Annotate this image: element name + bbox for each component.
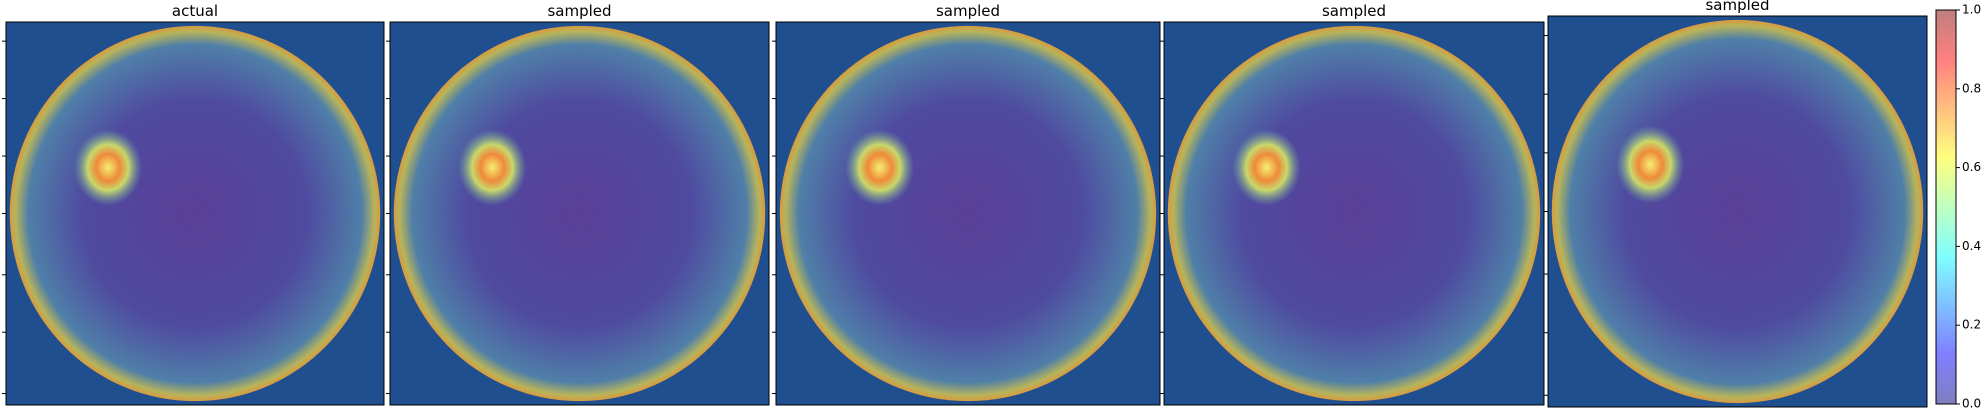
colorbar [1935,9,1957,405]
colorbar-tick-label: 0.6 [1962,160,1981,174]
colorbar-tick-label: 1.0 [1962,3,1981,17]
heatmap-disc [779,25,1157,402]
hot-spot [458,129,527,206]
heatmap-disc [9,25,381,402]
panel-title: sampled [936,2,1000,20]
colorbar-tick-label: 0.0 [1962,397,1981,411]
panel-title: sampled [1322,2,1386,20]
hot-spot [74,129,143,206]
colorbar-tick-label: 0.4 [1962,239,1981,253]
colorbar-tick-label: 0.2 [1962,318,1981,332]
hot-spot [845,129,915,206]
heatmap-disc [1551,19,1924,404]
colorbar-tick-label: 0.8 [1962,81,1981,95]
hot-spot [1616,125,1685,204]
panel-title: actual [172,2,218,20]
hot-spot [1232,129,1301,206]
panel-title: sampled [547,2,611,20]
heatmap-disc [1167,25,1541,402]
heatmap-disc [393,25,766,402]
panel-title: sampled [1705,0,1769,14]
